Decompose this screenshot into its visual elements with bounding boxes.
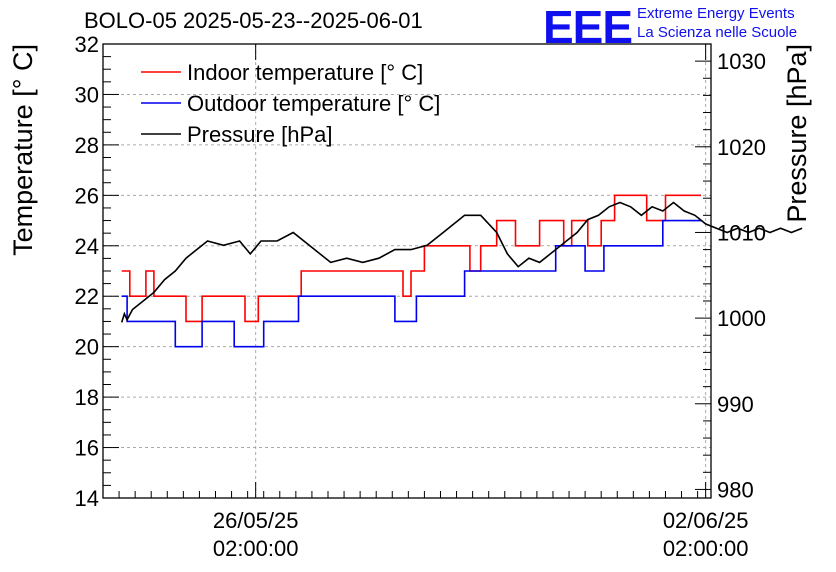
x-tick-label-date: 26/05/25 [213, 508, 299, 533]
series-line-0 [121, 194, 701, 323]
logo-caption-line1: Extreme Energy Events [637, 5, 795, 22]
y2-tick-label: 990 [717, 392, 754, 417]
eee-logo: EEE [543, 1, 633, 53]
y-tick-label: 24 [75, 234, 99, 259]
y-axis-title: Temperature [° C] [8, 44, 38, 256]
y2-axis-title: Pressure [hPa] [782, 44, 812, 223]
y-tick-label: 28 [75, 133, 99, 158]
legend-label: Pressure [hPa] [187, 122, 333, 147]
y-tick-label: 22 [75, 284, 99, 309]
chart-title: BOLO-05 2025-05-23--2025-06-01 [84, 8, 423, 33]
y-tick-label: 30 [75, 82, 99, 107]
legend-label: Indoor temperature [° C] [187, 60, 423, 85]
legend-label: Outdoor temperature [° C] [187, 91, 440, 116]
x-tick-label-time: 02:00:00 [663, 536, 749, 561]
x-tick-label-date: 02/06/25 [663, 508, 749, 533]
y2-tick-label: 980 [717, 477, 754, 502]
y-tick-label: 32 [75, 32, 99, 57]
series-line-2 [120, 201, 803, 323]
series-line-1 [121, 219, 701, 348]
y-tick-label: 20 [75, 335, 99, 360]
y-tick-label: 14 [75, 486, 99, 511]
logo-caption-line2: La Scienza nelle Scuole [637, 24, 798, 41]
x-tick-label-time: 02:00:00 [213, 536, 299, 561]
logo-caption: Extreme Energy Events La Scienza nelle S… [637, 4, 797, 42]
y2-tick-label: 1020 [717, 135, 766, 160]
y2-tick-label: 1030 [717, 49, 766, 74]
y2-tick-label: 1010 [717, 220, 766, 245]
y-tick-label: 26 [75, 183, 99, 208]
y-tick-label: 16 [75, 436, 99, 461]
y-tick-label: 18 [75, 385, 99, 410]
y2-tick-label: 1000 [717, 306, 766, 331]
